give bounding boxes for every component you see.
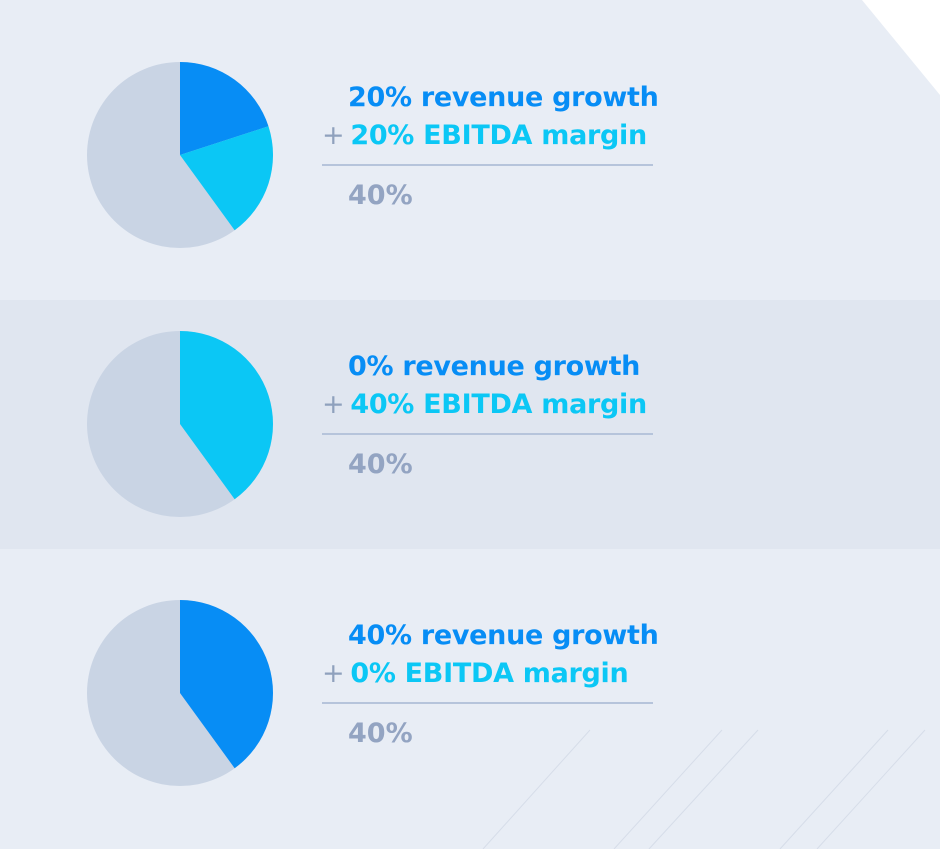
pie-chart-3 xyxy=(87,600,273,786)
sum-divider xyxy=(322,164,653,166)
plus-sign: + xyxy=(322,389,345,420)
corner-cutout xyxy=(862,0,940,95)
plus-sign: + xyxy=(322,658,345,689)
ebitda-margin-label: 20% EBITDA margin xyxy=(350,120,647,151)
ebitda-line: +20% EBITDA margin xyxy=(322,120,647,151)
ebitda-line: +40% EBITDA margin xyxy=(322,389,647,420)
pie-slice-ebitda xyxy=(180,126,273,231)
pie-slice-revenue xyxy=(180,600,273,769)
pie-chart-2 xyxy=(87,331,273,517)
total-value: 40% xyxy=(348,180,413,211)
total-value: 40% xyxy=(348,718,413,749)
pie-slice-revenue xyxy=(180,62,269,155)
ebitda-margin-label: 40% EBITDA margin xyxy=(350,389,647,420)
ebitda-margin-label: 0% EBITDA margin xyxy=(350,658,629,689)
pie-chart-1 xyxy=(87,62,273,248)
sum-divider xyxy=(322,433,653,435)
plus-sign: + xyxy=(322,120,345,151)
revenue-growth-label: 40% revenue growth xyxy=(348,620,659,651)
sum-divider xyxy=(322,702,653,704)
pie-slice-ebitda xyxy=(180,331,273,500)
total-value: 40% xyxy=(348,449,413,480)
ebitda-line: +0% EBITDA margin xyxy=(322,658,629,689)
revenue-growth-label: 20% revenue growth xyxy=(348,82,659,113)
revenue-growth-label: 0% revenue growth xyxy=(348,351,641,382)
